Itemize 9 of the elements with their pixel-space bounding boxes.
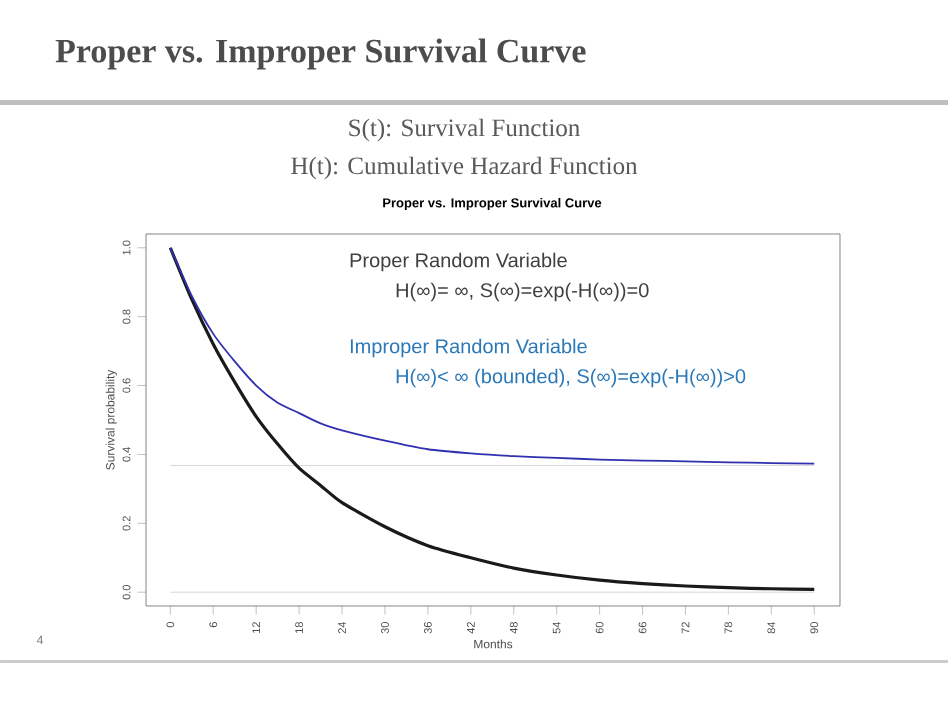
annotation: Proper Random Variable: [350, 252, 567, 272]
text: H(t): Cumulative Hazard Function: [291, 156, 638, 180]
line-series: [168, 246, 816, 592]
text: S(t): Survival Function: [349, 118, 580, 142]
annotation: H(∞)< ∞ (bounded), S(∞)=exp(-H(∞))>0: [396, 368, 746, 388]
annotation: H(∞)= ∞, S(∞)=exp(-H(∞))=0: [396, 282, 649, 302]
line-series: [169, 246, 816, 465]
chart-title: Proper vs. Improper Survival Curve: [55, 38, 586, 70]
annotation: Improper Random Variable: [350, 338, 587, 358]
